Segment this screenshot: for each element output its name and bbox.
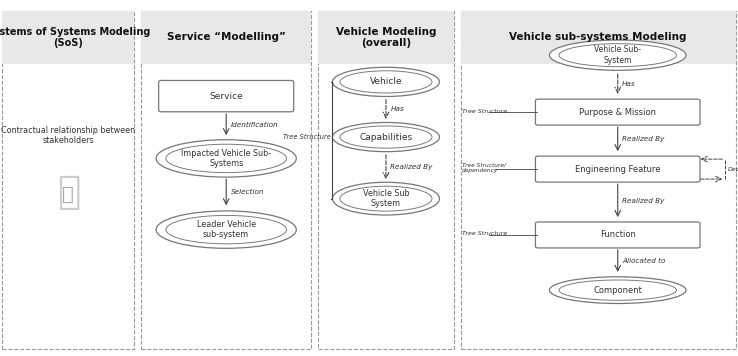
FancyBboxPatch shape <box>536 99 700 125</box>
Ellipse shape <box>332 122 440 152</box>
Ellipse shape <box>340 126 432 148</box>
Bar <box>141 11 311 349</box>
Bar <box>461 11 736 349</box>
Text: Component: Component <box>593 286 642 295</box>
Ellipse shape <box>559 280 677 300</box>
Text: Vehicle Sub
System: Vehicle Sub System <box>362 189 410 208</box>
Bar <box>461 11 736 64</box>
Text: Realized By: Realized By <box>390 164 432 170</box>
Ellipse shape <box>550 40 686 70</box>
FancyBboxPatch shape <box>159 80 294 112</box>
Text: Function: Function <box>600 230 635 240</box>
Text: Has: Has <box>622 81 636 87</box>
Text: Identification: Identification <box>230 122 278 127</box>
Bar <box>318 11 454 64</box>
Text: Tree Structure: Tree Structure <box>283 134 331 140</box>
Text: Contractual relationship between
stakeholders: Contractual relationship between stakeho… <box>1 126 135 145</box>
Text: Capabilities: Capabilities <box>359 132 413 142</box>
Text: Vehicle Modeling
(overall): Vehicle Modeling (overall) <box>336 27 436 48</box>
Text: 🤝: 🤝 <box>63 184 74 204</box>
Bar <box>2 11 134 64</box>
FancyBboxPatch shape <box>536 222 700 248</box>
Text: Vehicle: Vehicle <box>370 77 402 87</box>
Ellipse shape <box>156 211 297 248</box>
Text: Vehicle sub-systems Modeling: Vehicle sub-systems Modeling <box>509 32 687 42</box>
Ellipse shape <box>559 44 677 67</box>
Ellipse shape <box>332 67 440 96</box>
Text: Leader Vehicle
sub-system: Leader Vehicle sub-system <box>196 220 256 239</box>
Ellipse shape <box>166 215 286 244</box>
Bar <box>318 11 454 349</box>
Text: Realized By: Realized By <box>622 198 664 204</box>
Ellipse shape <box>156 140 297 177</box>
FancyBboxPatch shape <box>536 156 700 182</box>
Bar <box>2 11 134 349</box>
Text: ⬜: ⬜ <box>57 173 80 211</box>
Text: Allocated to: Allocated to <box>622 258 666 264</box>
Text: Dependency: Dependency <box>728 167 738 172</box>
Text: Tree Structure: Tree Structure <box>462 231 507 236</box>
Ellipse shape <box>332 182 440 215</box>
Text: Engineering Feature: Engineering Feature <box>575 164 661 174</box>
Text: Realized By: Realized By <box>622 136 664 142</box>
Text: Selection: Selection <box>230 189 264 195</box>
Ellipse shape <box>550 277 686 303</box>
Text: Systems of Systems Modeling
(SoS): Systems of Systems Modeling (SoS) <box>0 27 151 48</box>
Text: Tree Structure: Tree Structure <box>462 109 507 114</box>
Text: Service “Modelling”: Service “Modelling” <box>167 32 286 42</box>
Ellipse shape <box>166 144 286 173</box>
Bar <box>141 11 311 64</box>
Text: Service: Service <box>210 91 243 101</box>
Text: Has: Has <box>390 106 404 112</box>
Text: Tree Structure/
dependency: Tree Structure/ dependency <box>462 163 506 173</box>
Text: Vehicle Sub-
System: Vehicle Sub- System <box>594 46 641 65</box>
Text: Purpose & Mission: Purpose & Mission <box>579 108 656 117</box>
Ellipse shape <box>340 186 432 211</box>
Text: Impacted Vehicle Sub-
Systems: Impacted Vehicle Sub- Systems <box>181 149 272 168</box>
Ellipse shape <box>340 71 432 93</box>
